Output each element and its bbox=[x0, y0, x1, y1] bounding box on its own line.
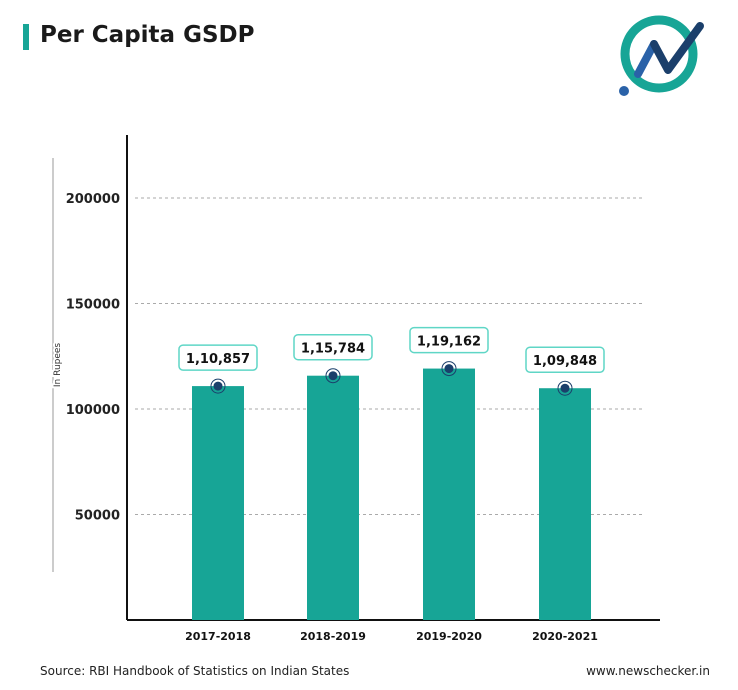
bar bbox=[307, 375, 359, 620]
data-label: 1,19,162 bbox=[417, 335, 481, 350]
data-label-box bbox=[409, 326, 489, 354]
data-marker-ring bbox=[441, 361, 457, 377]
x-tick-label: 2018-2019 bbox=[300, 630, 366, 643]
title-accent-bar bbox=[23, 24, 29, 50]
data-label: 1,09,848 bbox=[533, 354, 597, 369]
page-title: Per Capita GSDP bbox=[40, 22, 255, 48]
data-marker bbox=[213, 381, 223, 391]
x-tick-label: 2019-2020 bbox=[416, 630, 482, 643]
data-label-box bbox=[293, 333, 373, 361]
bar bbox=[539, 388, 591, 620]
source-note: Source: RBI Handbook of Statistics on In… bbox=[40, 664, 350, 678]
data-label-box bbox=[178, 344, 258, 371]
y-tick-label: 100000 bbox=[66, 403, 120, 418]
bar bbox=[192, 386, 244, 620]
y-axis-label: In Rupees bbox=[53, 343, 63, 388]
data-marker-ring bbox=[210, 378, 226, 394]
bar bbox=[423, 368, 475, 620]
data-label: 1,15,784 bbox=[301, 342, 365, 357]
data-label: 1,10,857 bbox=[186, 352, 250, 367]
data-marker bbox=[560, 383, 570, 393]
newschecker-logo-icon bbox=[619, 15, 704, 96]
data-marker-ring bbox=[325, 368, 341, 384]
website-url: www.newschecker.in bbox=[586, 664, 710, 678]
data-marker bbox=[328, 371, 338, 381]
y-tick-label: 200000 bbox=[66, 192, 120, 207]
y-tick-label: 50000 bbox=[75, 509, 120, 524]
data-marker bbox=[444, 364, 454, 374]
data-marker-ring bbox=[557, 380, 573, 396]
data-label-box bbox=[525, 346, 605, 373]
x-tick-label: 2017-2018 bbox=[185, 630, 251, 643]
y-tick-label: 150000 bbox=[66, 298, 120, 313]
x-tick-label: 2020-2021 bbox=[532, 630, 598, 643]
